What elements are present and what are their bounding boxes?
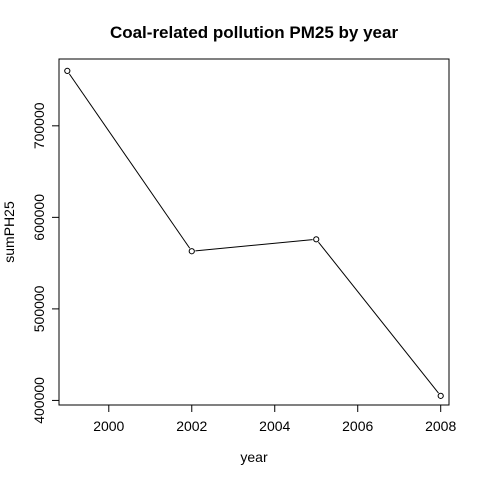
data-point [313,236,320,243]
x-tick-label: 2000 [93,418,124,434]
x-axis: 2000 2002 2004 2006 2008 [93,404,456,434]
x-tick-label: 2004 [259,418,290,434]
x-axis-label: year [240,449,268,465]
y-tick-label: 500000 [31,285,47,332]
x-tick-label: 2002 [176,418,207,434]
x-tick-label: 2006 [342,418,373,434]
data-series [64,67,444,399]
data-point [188,248,195,255]
series-line-segment [195,239,313,252]
series-line-segment [318,241,439,394]
data-point [64,67,71,74]
y-tick-label: 600000 [31,194,47,241]
x-tick-label: 2008 [425,418,456,434]
plot-frame [58,58,450,406]
y-tick-label: 700000 [31,102,47,149]
y-axis-label: sumPH25 [1,201,17,263]
data-point [437,392,444,399]
chart-title: Coal-related pollution PM25 by year [110,23,399,42]
y-axis: 400000 500000 600000 700000 [31,102,60,424]
y-tick-label: 400000 [31,377,47,424]
series-line-segment [68,73,191,249]
